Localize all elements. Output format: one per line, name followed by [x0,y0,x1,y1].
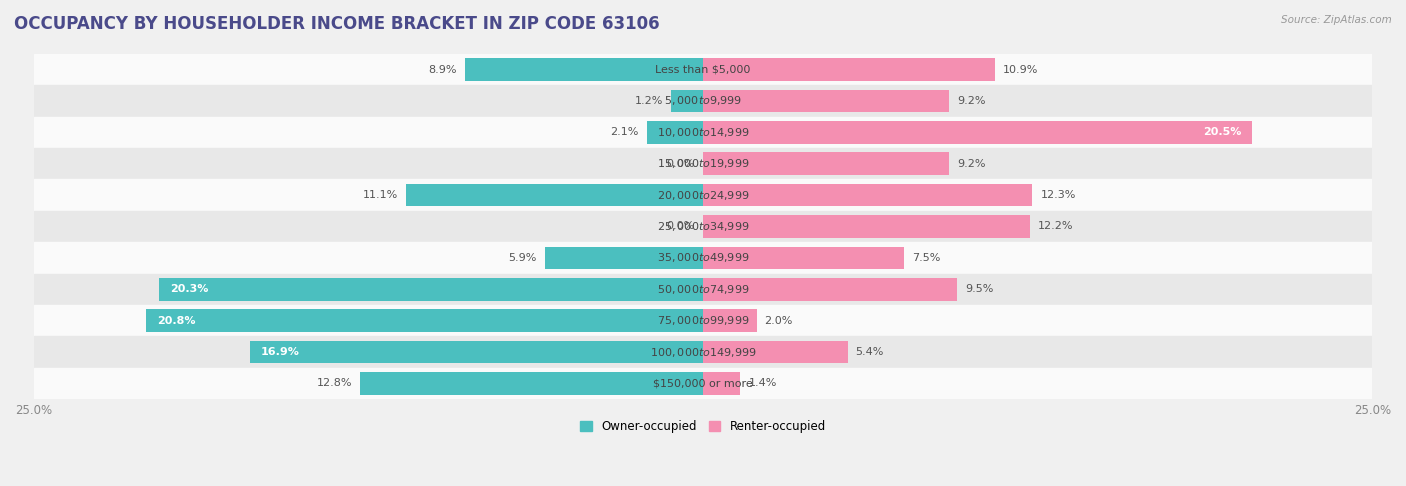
Bar [703,278,957,300]
Text: 0.0%: 0.0% [666,222,695,231]
Bar [34,85,1372,117]
Bar [34,211,1372,242]
Bar [703,246,904,269]
Bar [34,117,1372,148]
Text: 10.9%: 10.9% [1002,65,1038,74]
Text: 9.5%: 9.5% [966,284,994,294]
Bar [34,336,1372,368]
Text: 2.1%: 2.1% [610,127,638,138]
Bar [34,148,1372,179]
Text: 9.2%: 9.2% [957,159,986,169]
Bar [703,309,756,332]
Bar [34,179,1372,211]
Text: 1.2%: 1.2% [634,96,662,106]
Text: 12.2%: 12.2% [1038,222,1073,231]
Bar [34,274,1372,305]
Text: $75,000 to $99,999: $75,000 to $99,999 [657,314,749,327]
Text: $20,000 to $24,999: $20,000 to $24,999 [657,189,749,202]
Bar [34,242,1372,274]
Bar [34,305,1372,336]
Bar [703,184,1032,207]
Text: 8.9%: 8.9% [429,65,457,74]
Text: Less than $5,000: Less than $5,000 [655,65,751,74]
Bar [703,372,741,395]
Text: 11.1%: 11.1% [363,190,398,200]
Bar [703,215,1029,238]
Text: $35,000 to $49,999: $35,000 to $49,999 [657,251,749,264]
Text: 1.4%: 1.4% [748,379,778,388]
Bar [34,54,1372,85]
Bar [34,368,1372,399]
Text: 9.2%: 9.2% [957,96,986,106]
Text: 12.8%: 12.8% [316,379,353,388]
Bar [703,153,949,175]
Bar [703,89,949,112]
Bar [671,89,703,112]
Text: 16.9%: 16.9% [262,347,299,357]
Text: 12.3%: 12.3% [1040,190,1076,200]
Bar [406,184,703,207]
Text: OCCUPANCY BY HOUSEHOLDER INCOME BRACKET IN ZIP CODE 63106: OCCUPANCY BY HOUSEHOLDER INCOME BRACKET … [14,15,659,33]
Bar [146,309,703,332]
Text: 20.3%: 20.3% [170,284,208,294]
Bar [703,58,995,81]
Bar [703,341,848,364]
Bar [159,278,703,300]
Bar [647,121,703,144]
Text: $25,000 to $34,999: $25,000 to $34,999 [657,220,749,233]
Text: 5.4%: 5.4% [856,347,884,357]
Text: $150,000 or more: $150,000 or more [654,379,752,388]
Text: $5,000 to $9,999: $5,000 to $9,999 [664,94,742,107]
Text: 0.0%: 0.0% [666,159,695,169]
Bar [360,372,703,395]
Text: 20.8%: 20.8% [156,315,195,326]
Bar [703,121,1251,144]
Text: $15,000 to $19,999: $15,000 to $19,999 [657,157,749,170]
Text: 5.9%: 5.9% [509,253,537,263]
Bar [464,58,703,81]
Legend: Owner-occupied, Renter-occupied: Owner-occupied, Renter-occupied [575,416,831,438]
Bar [546,246,703,269]
Text: 2.0%: 2.0% [765,315,793,326]
Text: Source: ZipAtlas.com: Source: ZipAtlas.com [1281,15,1392,25]
Text: $50,000 to $74,999: $50,000 to $74,999 [657,283,749,296]
Bar [250,341,703,364]
Text: 7.5%: 7.5% [912,253,941,263]
Text: $10,000 to $14,999: $10,000 to $14,999 [657,126,749,139]
Text: $100,000 to $149,999: $100,000 to $149,999 [650,346,756,359]
Text: 20.5%: 20.5% [1204,127,1241,138]
